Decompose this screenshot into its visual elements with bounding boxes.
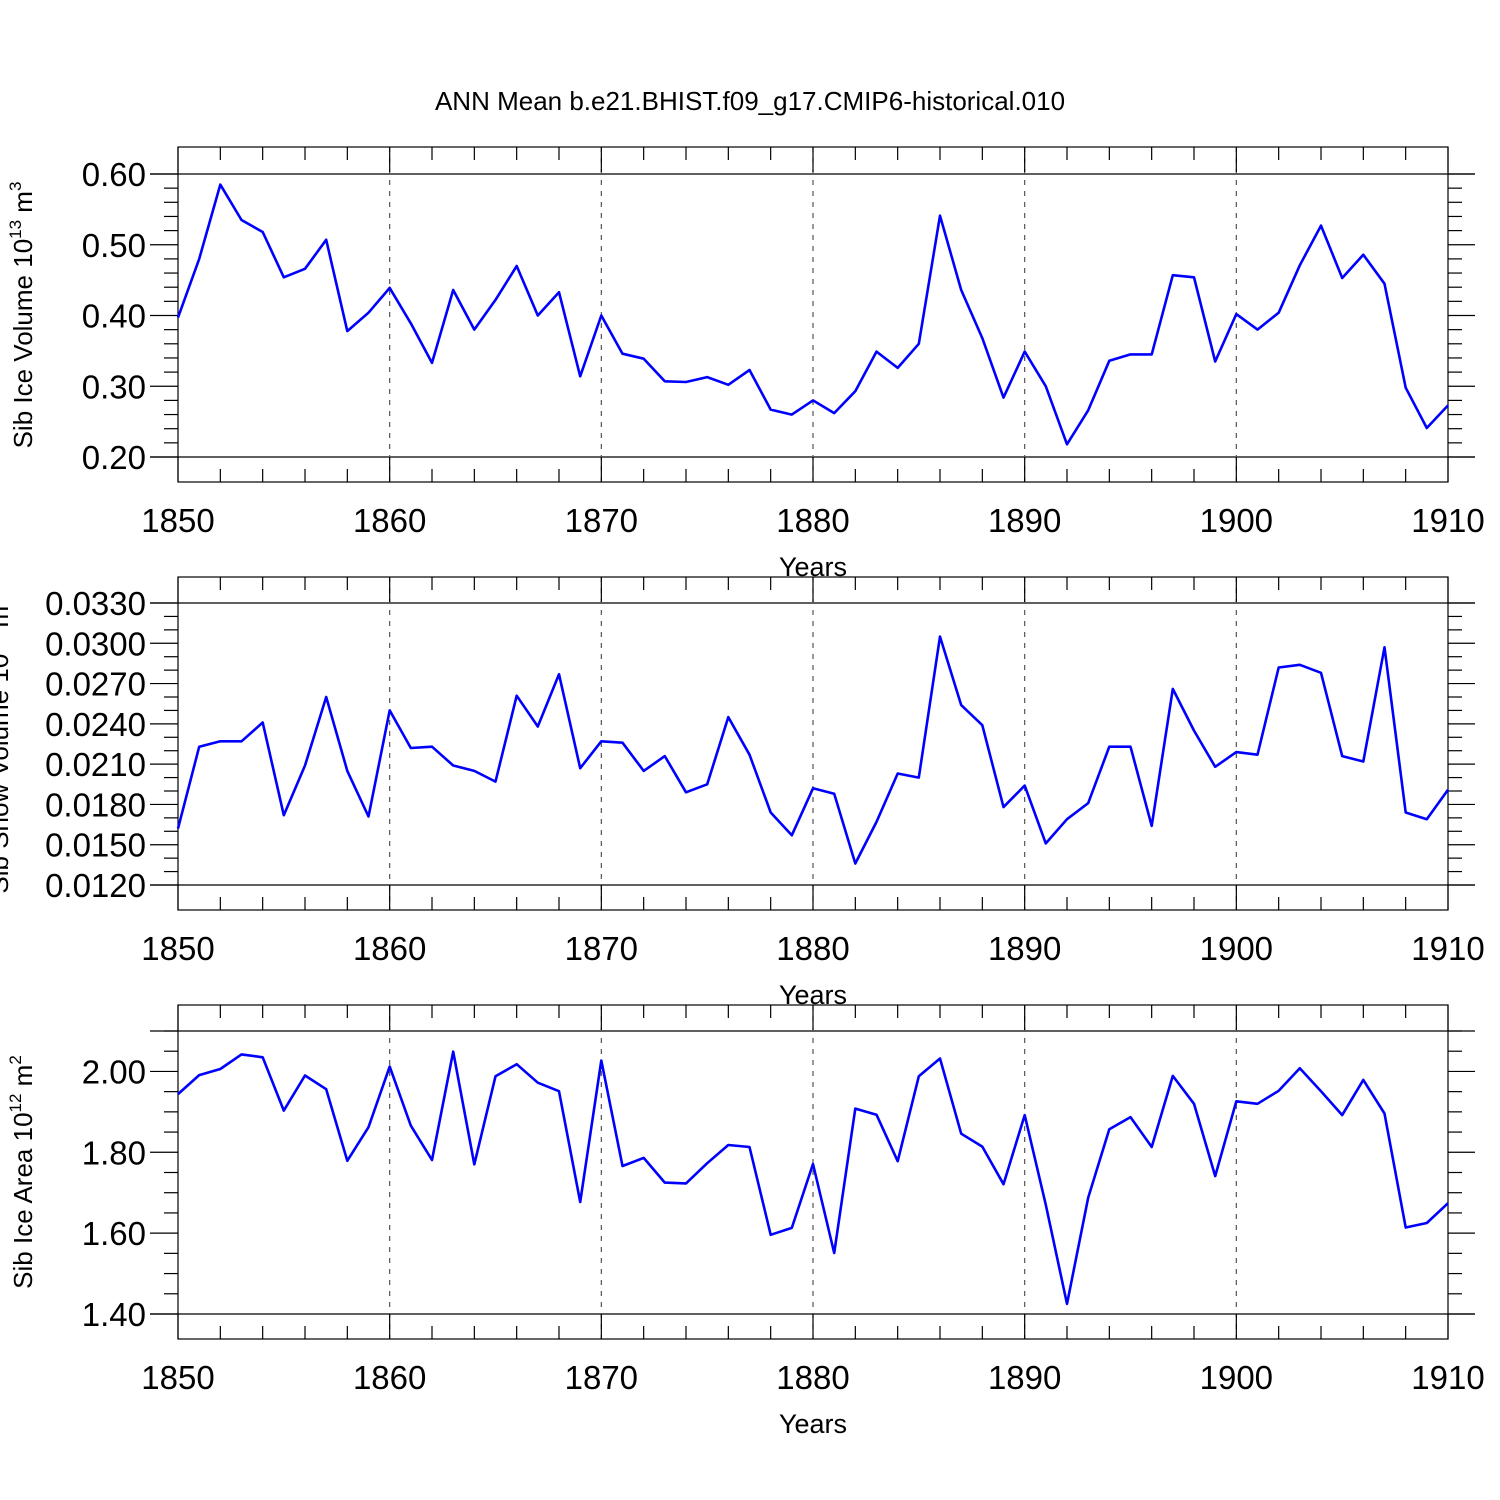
y-tick-label: 0.60 <box>82 156 146 193</box>
x-tick-label: 1890 <box>988 1359 1061 1396</box>
y-tick-label: 0.40 <box>82 298 146 335</box>
y-axis-label-exponent: 13 <box>0 635 1 654</box>
panels: 1850 1860 1870 1880 1890 1900 1910 0.20 0.30 0.40… <box>0 146 1485 1439</box>
y-tick-label: 0.0120 <box>45 867 146 904</box>
x-tick-label: 1890 <box>988 930 1061 967</box>
panel-snow-volume: 1850 1860 1870 1880 1890 1900 1910 0.01200.0150… <box>0 576 1485 1010</box>
x-tick-label: 1900 <box>1200 1359 1273 1396</box>
x-tick-label: 1850 <box>141 1359 214 1396</box>
x-tick-label: 1860 <box>353 1359 426 1396</box>
y-tick-label: 0.0330 <box>45 585 146 622</box>
series-line <box>176 635 1450 865</box>
y-axis-label: Sib Ice Area 1012 m2 <box>6 1055 38 1289</box>
y-axis-label-unit: m <box>8 1065 38 1094</box>
x-tick-label: 1860 <box>353 930 426 967</box>
x-tick-label: 1880 <box>776 1359 849 1396</box>
x-tick-label: 1880 <box>776 502 849 539</box>
y-tick-label: 0.30 <box>82 368 146 405</box>
y-axis-label-unit: m <box>0 606 14 635</box>
y-axis-label-text: Sib Snow Volume 10 <box>0 654 14 894</box>
y-tick-label: 0.50 <box>82 227 146 264</box>
y-axis-label-unit-exponent: 3 <box>6 182 25 191</box>
x-tick-label: 1910 <box>1411 930 1484 967</box>
x-tick-label: 1850 <box>141 502 214 539</box>
x-tick-label: 1910 <box>1411 502 1484 539</box>
series-line <box>176 183 1449 446</box>
y-axis-label: Sib Snow Volume 1013 m3 <box>0 596 14 893</box>
y-tick-label: 1.40 <box>82 1296 146 1333</box>
series-line <box>177 1050 1449 1306</box>
y-axis-label-text: Sib Ice Area 10 <box>8 1112 38 1288</box>
y-axis-label: Sib Ice Volume 1013 m3 <box>6 182 38 449</box>
y-tick-label: 0.0240 <box>45 706 146 743</box>
y-tick-label: 1.60 <box>82 1215 146 1252</box>
y-axis-label-unit: m <box>8 191 38 220</box>
x-tick-label: 1870 <box>565 930 638 967</box>
x-tick-label: 1900 <box>1200 502 1273 539</box>
x-tick-label: 1850 <box>141 930 214 967</box>
y-tick-label: 1.80 <box>82 1134 146 1171</box>
chart-title: ANN Mean b.e21.BHIST.f09_g17.CMIP6-histo… <box>435 86 1065 116</box>
y-tick-label: 0.20 <box>82 439 146 476</box>
panel-ice-volume: 1850 1860 1870 1880 1890 1900 1910 0.20 0.30 0.40… <box>6 146 1485 582</box>
panel-ice-area: 1850 1860 1870 1880 1890 1900 1910 1.40 1.60 1.80… <box>6 1004 1485 1439</box>
y-tick-label: 0.0210 <box>45 746 146 783</box>
x-tick-label: 1900 <box>1200 930 1273 967</box>
y-axis-label-exponent: 12 <box>6 1094 25 1113</box>
x-tick-label: 1890 <box>988 502 1061 539</box>
x-tick-label: 1910 <box>1411 1359 1484 1396</box>
y-tick-label: 2.00 <box>82 1053 146 1090</box>
x-axis-label: Years <box>779 1409 847 1439</box>
x-tick-label: 1860 <box>353 502 426 539</box>
y-axis-label-unit-exponent: 3 <box>0 596 1 605</box>
y-axis-label-exponent: 13 <box>6 220 25 239</box>
y-tick-label: 0.0180 <box>45 786 146 823</box>
y-tick-label: 0.0270 <box>45 666 146 703</box>
x-tick-label: 1880 <box>776 930 849 967</box>
y-tick-label: 0.0300 <box>45 625 146 662</box>
x-tick-label: 1870 <box>565 1359 638 1396</box>
x-tick-label: 1870 <box>565 502 638 539</box>
y-tick-label: 0.0150 <box>45 827 146 864</box>
y-axis-label-unit-exponent: 2 <box>6 1055 25 1064</box>
y-axis-label-text: Sib Ice Volume 10 <box>8 239 38 449</box>
